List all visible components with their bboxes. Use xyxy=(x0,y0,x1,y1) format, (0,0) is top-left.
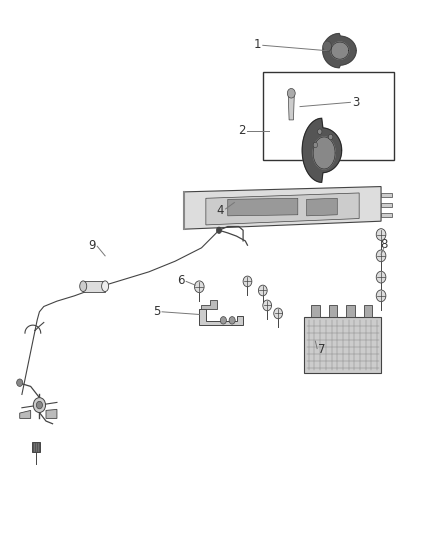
Circle shape xyxy=(243,276,252,287)
Circle shape xyxy=(36,401,42,409)
Bar xyxy=(83,281,105,292)
Text: 6: 6 xyxy=(177,274,185,287)
Polygon shape xyxy=(302,118,342,182)
Circle shape xyxy=(323,41,332,52)
Bar xyxy=(311,305,320,317)
Polygon shape xyxy=(206,193,359,225)
Bar xyxy=(346,305,355,317)
Polygon shape xyxy=(313,137,335,169)
Circle shape xyxy=(376,290,386,302)
Text: 5: 5 xyxy=(153,305,160,318)
Text: 9: 9 xyxy=(88,239,96,252)
Circle shape xyxy=(274,308,283,319)
Text: 2: 2 xyxy=(238,124,246,137)
Ellipse shape xyxy=(80,281,87,292)
Bar xyxy=(328,305,337,317)
Circle shape xyxy=(376,271,386,283)
Polygon shape xyxy=(323,34,356,68)
Circle shape xyxy=(17,379,23,386)
Ellipse shape xyxy=(102,281,109,292)
Circle shape xyxy=(229,317,235,324)
Bar xyxy=(304,317,381,373)
Polygon shape xyxy=(288,93,294,120)
Circle shape xyxy=(220,317,226,324)
Bar xyxy=(263,72,394,160)
Polygon shape xyxy=(199,309,243,325)
Circle shape xyxy=(376,229,386,240)
Circle shape xyxy=(194,281,204,293)
Polygon shape xyxy=(381,213,392,217)
Polygon shape xyxy=(381,203,392,207)
Text: 7: 7 xyxy=(318,343,326,356)
Bar xyxy=(364,305,372,317)
Text: 4: 4 xyxy=(216,204,224,216)
Polygon shape xyxy=(331,42,349,59)
Bar xyxy=(32,442,40,452)
Polygon shape xyxy=(184,187,381,229)
Circle shape xyxy=(313,142,318,148)
Text: 8: 8 xyxy=(381,238,388,251)
Polygon shape xyxy=(46,409,57,418)
Circle shape xyxy=(318,129,322,134)
Polygon shape xyxy=(381,193,392,197)
Circle shape xyxy=(328,134,333,140)
Circle shape xyxy=(33,398,46,413)
Circle shape xyxy=(376,250,386,262)
Text: 3: 3 xyxy=(352,96,359,109)
Polygon shape xyxy=(201,300,217,309)
Polygon shape xyxy=(20,410,31,418)
Text: 1: 1 xyxy=(254,38,261,51)
Circle shape xyxy=(263,300,272,311)
Polygon shape xyxy=(228,198,298,216)
Circle shape xyxy=(258,285,267,296)
Polygon shape xyxy=(307,198,337,216)
Circle shape xyxy=(287,88,295,98)
Circle shape xyxy=(216,227,222,233)
